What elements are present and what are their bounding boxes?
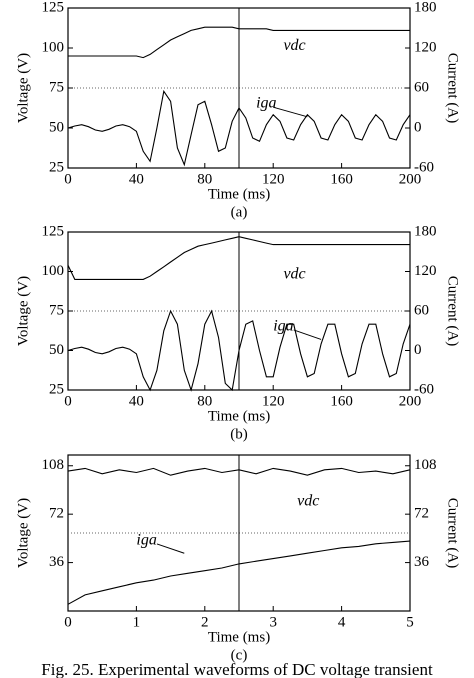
x-tick-label: 160 xyxy=(330,171,353,187)
x-tick-label: 120 xyxy=(262,171,285,187)
y2-tick-label: 0 xyxy=(414,342,422,358)
x-tick-label: 0 xyxy=(64,393,72,409)
y2-axis-label: Current (A) xyxy=(445,53,461,123)
y-tick-label: 75 xyxy=(49,79,64,95)
x-tick-label: 4 xyxy=(338,614,346,630)
leader-line xyxy=(293,329,322,340)
panel-label: (b) xyxy=(230,426,248,442)
y-tick-label: 50 xyxy=(49,119,64,135)
panel-label: (c) xyxy=(231,647,248,663)
trace-label: vdc xyxy=(283,265,305,282)
trace xyxy=(67,540,411,605)
x-tick-label: 2 xyxy=(201,614,209,630)
y-tick-label: 50 xyxy=(49,342,64,358)
panel-label: (a) xyxy=(231,204,248,220)
y-axis-label: Voltage (V) xyxy=(15,276,31,346)
y-tick-label: 75 xyxy=(49,302,64,318)
trace xyxy=(67,89,411,167)
y-tick-label: 100 xyxy=(42,263,65,279)
y2-axis-label: Current (A) xyxy=(445,276,461,346)
y2-tick-label: 36 xyxy=(414,554,430,570)
x-tick-label: 80 xyxy=(197,171,212,187)
y-tick-label: 25 xyxy=(49,381,64,397)
trace xyxy=(67,309,411,392)
y-tick-label: 108 xyxy=(42,457,65,473)
y-tick-label: 25 xyxy=(49,159,64,175)
y2-tick-label: 0 xyxy=(414,119,422,135)
x-tick-label: 40 xyxy=(129,393,144,409)
trace xyxy=(67,467,411,476)
x-tick-label: 160 xyxy=(330,393,353,409)
y-tick-label: 36 xyxy=(49,554,65,570)
y2-tick-label: -60 xyxy=(414,381,434,397)
x-tick-label: 200 xyxy=(399,171,422,187)
leader-line xyxy=(156,543,185,554)
x-tick-label: 200 xyxy=(399,393,422,409)
trace-label: vdc xyxy=(283,37,305,54)
y-tick-label: 100 xyxy=(42,39,65,55)
y-axis-label: Voltage (V) xyxy=(15,498,31,568)
y-tick-label: 125 xyxy=(42,223,65,239)
y2-tick-label: 108 xyxy=(414,457,437,473)
y-tick-label: 125 xyxy=(42,0,65,15)
x-axis-label: Time (ms) xyxy=(208,629,270,645)
x-tick-label: 0 xyxy=(64,171,72,187)
x-axis-label: Time (ms) xyxy=(208,186,270,202)
trace-label: iga xyxy=(136,531,156,548)
trace xyxy=(67,236,410,280)
figure-caption: Fig. 25. Experimental waveforms of DC vo… xyxy=(41,660,433,678)
leader-line xyxy=(273,106,308,118)
y2-tick-label: 72 xyxy=(414,506,429,522)
x-tick-label: 5 xyxy=(406,614,414,630)
y2-tick-label: 60 xyxy=(414,79,429,95)
trace-label: iga xyxy=(256,95,276,112)
x-tick-label: 1 xyxy=(133,614,141,630)
trace-label: vdc xyxy=(297,492,319,509)
y2-tick-label: -60 xyxy=(414,159,434,175)
x-tick-label: 80 xyxy=(197,393,212,409)
y2-tick-label: 120 xyxy=(414,263,437,279)
x-tick-label: 3 xyxy=(269,614,277,630)
y2-tick-label: 120 xyxy=(414,39,437,55)
trace xyxy=(68,26,410,59)
trace-label: iga xyxy=(273,317,293,334)
y2-tick-label: 180 xyxy=(414,223,437,239)
y2-tick-label: 60 xyxy=(414,302,429,318)
y-axis-label: Voltage (V) xyxy=(15,53,31,123)
x-tick-label: 40 xyxy=(129,171,144,187)
x-tick-label: 120 xyxy=(262,393,285,409)
y2-tick-label: 180 xyxy=(414,0,437,15)
y2-axis-label: Current (A) xyxy=(445,498,461,568)
x-tick-label: 0 xyxy=(64,614,72,630)
y-tick-label: 72 xyxy=(49,506,64,522)
x-axis-label: Time (ms) xyxy=(208,408,270,424)
